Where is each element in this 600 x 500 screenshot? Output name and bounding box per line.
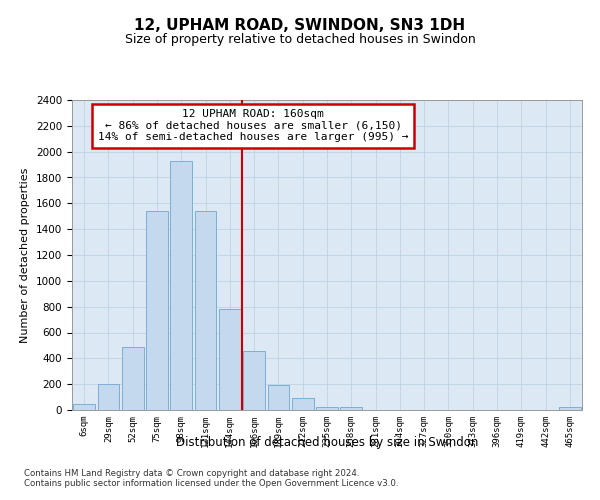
Bar (146, 211, 168, 410)
Text: Distribution of detached houses by size in Swindon: Distribution of detached houses by size … (176, 436, 478, 449)
Bar (559, 408, 581, 410)
Bar (122, 346, 143, 410)
Bar (194, 211, 217, 410)
Bar (219, 309, 241, 410)
Bar (243, 350, 265, 410)
Y-axis label: Number of detached properties: Number of detached properties (20, 168, 31, 342)
Bar (73, 404, 95, 410)
Bar (97, 384, 119, 410)
Text: Contains HM Land Registry data © Crown copyright and database right 2024.: Contains HM Land Registry data © Crown c… (24, 469, 359, 478)
Text: 12, UPHAM ROAD, SWINDON, SN3 1DH: 12, UPHAM ROAD, SWINDON, SN3 1DH (134, 18, 466, 32)
Bar (170, 160, 192, 410)
Bar (268, 386, 289, 410)
Bar (292, 398, 314, 410)
Bar (316, 407, 338, 410)
Text: Size of property relative to detached houses in Swindon: Size of property relative to detached ho… (125, 32, 475, 46)
Bar (340, 408, 362, 410)
Text: Contains public sector information licensed under the Open Government Licence v3: Contains public sector information licen… (24, 479, 398, 488)
Text: 12 UPHAM ROAD: 160sqm
← 86% of detached houses are smaller (6,150)
14% of semi-d: 12 UPHAM ROAD: 160sqm ← 86% of detached … (98, 110, 408, 142)
